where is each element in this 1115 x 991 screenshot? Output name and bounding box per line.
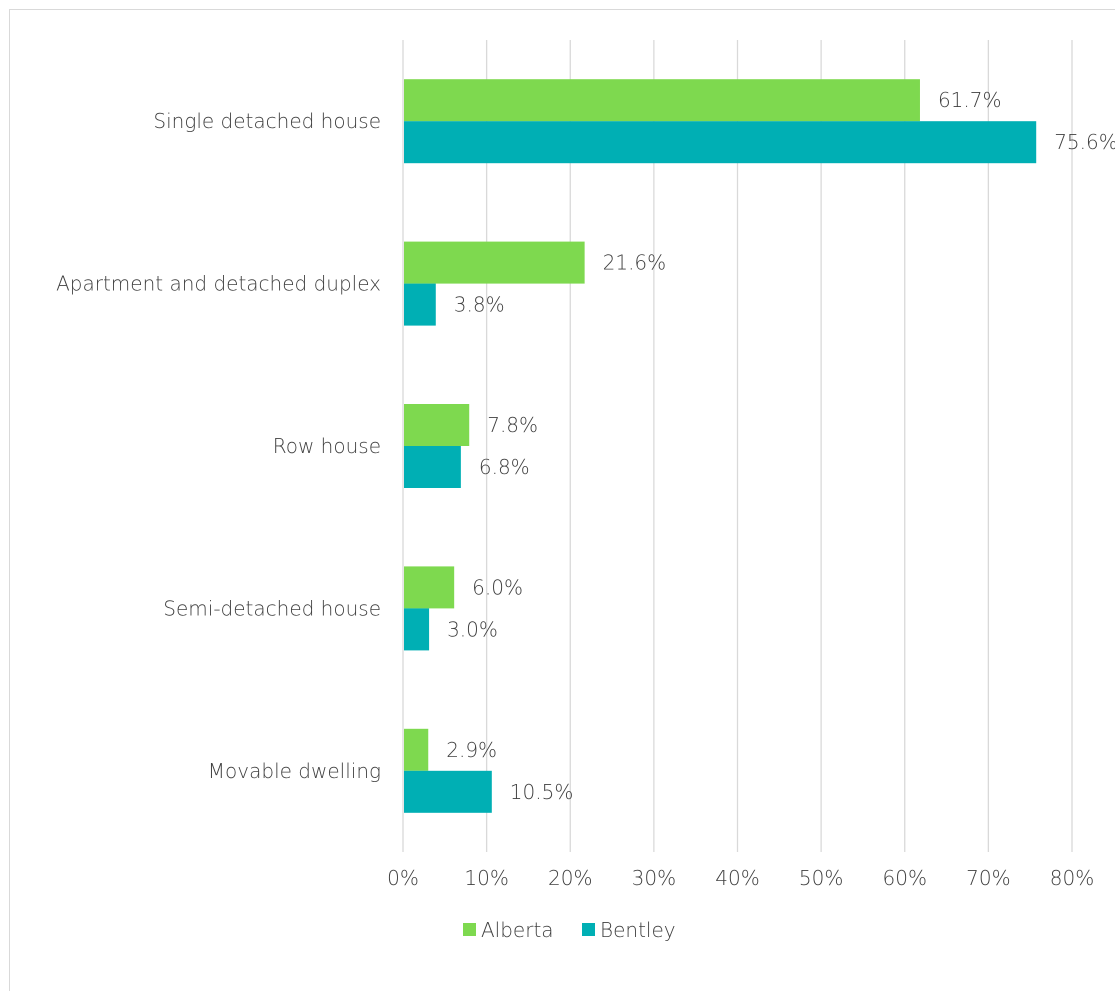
bar-bentley [404,283,436,326]
bar-bentley [404,121,1037,164]
category-label: Row house [273,434,381,458]
data-label: 3.0% [447,617,498,641]
data-label: 21.6% [603,251,667,275]
legend-label: Alberta [481,918,554,942]
bar-bentley [404,446,461,488]
data-label: 75.6% [1054,130,1115,154]
data-label: 61.7% [938,88,1002,112]
bars [404,79,1037,813]
data-labels: 61.7% 75.6% 21.6% 3.8% 7.8% 6.8% 6.0% 3.0% 2.9% 1… [446,88,1115,804]
bar-alberta [404,566,455,609]
bar-alberta [404,79,920,122]
x-tick-label: 30% [632,866,676,890]
legend-swatch [463,923,476,936]
legend: Alberta Bentley [463,918,676,942]
bar-alberta [404,241,585,284]
bar-bentley [404,608,430,651]
gridlines [402,40,1073,852]
chart-frame [9,9,1115,991]
data-label: 6.0% [472,575,523,599]
x-tick-label: 40% [715,866,759,890]
legend-label: Bentley [600,918,676,942]
x-tick-label: 50% [799,866,843,890]
category-label: Apartment and detached duplex [56,272,381,296]
bar-alberta [404,728,429,771]
x-tick-label: 10% [464,866,508,890]
bar-alberta [404,404,470,446]
x-tick-labels: 0% 10% 20% 30% 40% 50% 60% 70% 80% [387,866,1094,890]
x-tick-label: 20% [548,866,592,890]
x-tick-label: 0% [387,866,419,890]
bar-bentley [404,770,492,813]
category-label: Movable dwelling [208,759,381,783]
legend-swatch [582,923,595,936]
data-label: 3.8% [454,293,505,317]
data-label: 7.8% [487,413,538,437]
x-tick-label: 80% [1050,866,1094,890]
data-label: 10.5% [510,780,574,804]
x-tick-label: 70% [966,866,1010,890]
data-label: 6.8% [479,455,530,479]
category-labels: Single detached house Apartment and detac… [56,109,381,783]
category-label: Single detached house [153,109,381,133]
x-tick-label: 60% [883,866,927,890]
category-label: Semi-detached house [163,596,381,620]
data-label: 2.9% [446,738,497,762]
